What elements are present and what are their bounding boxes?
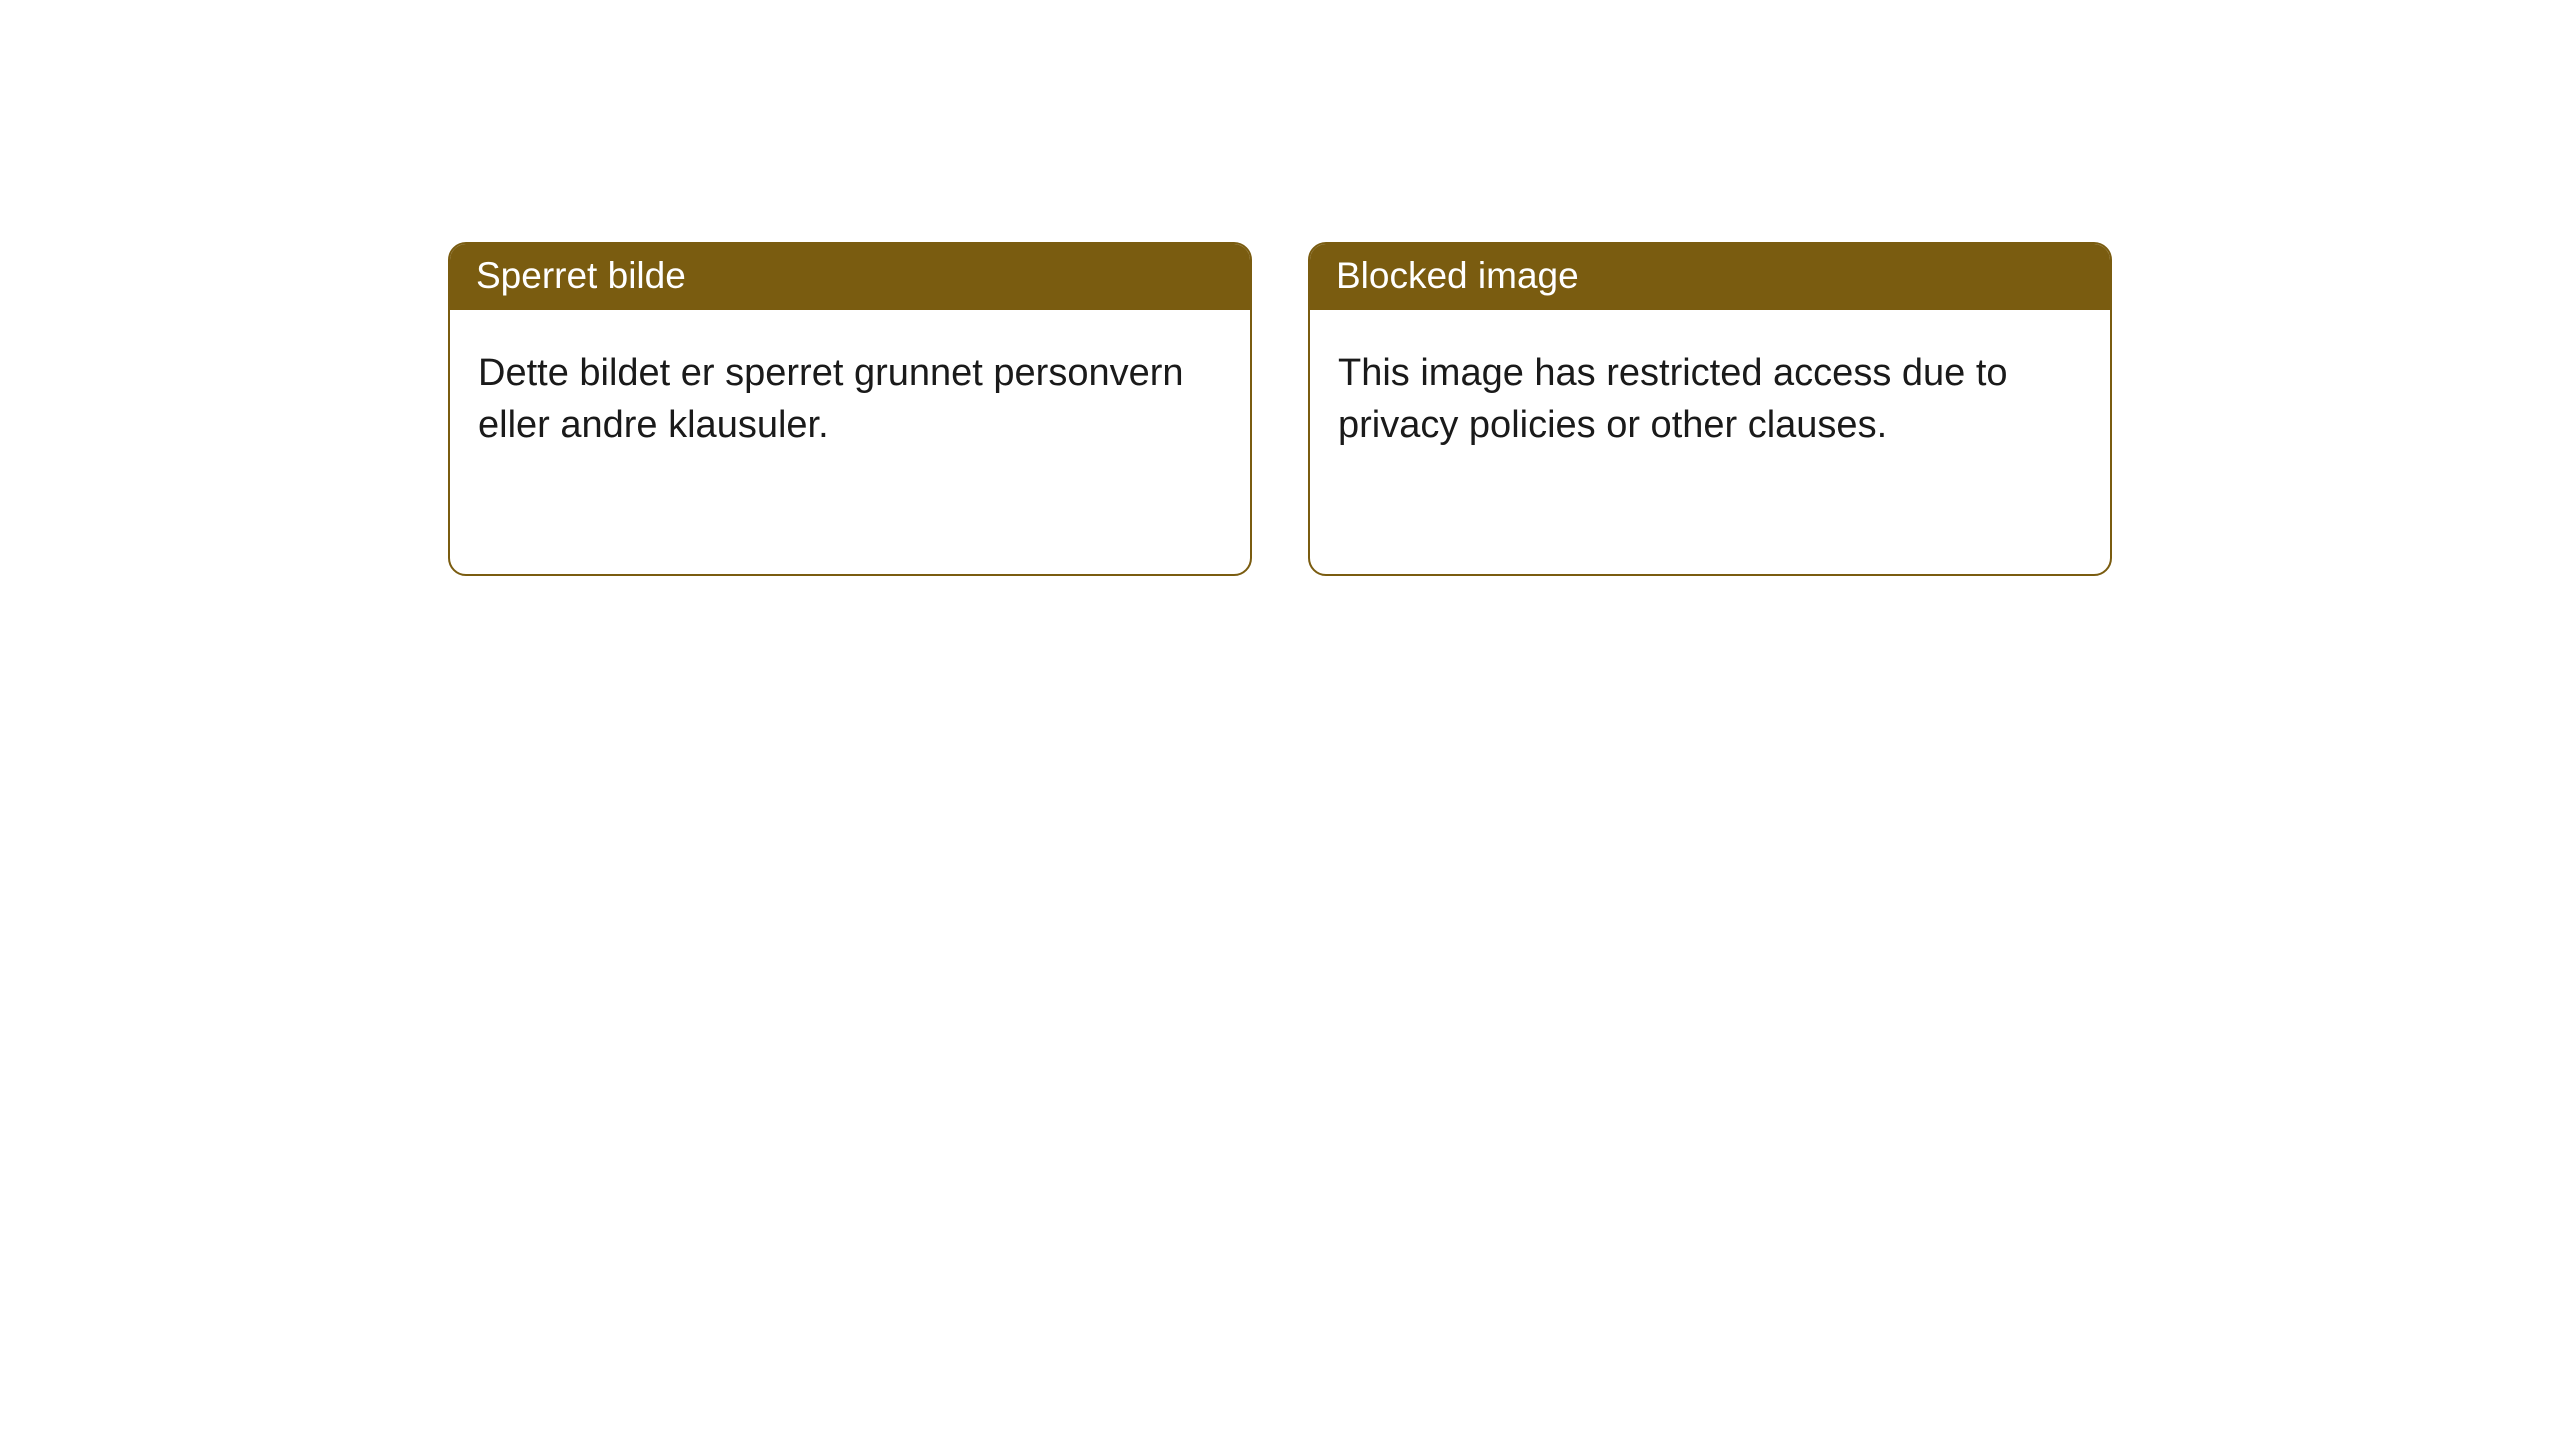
card-header: Blocked image xyxy=(1310,244,2110,310)
notice-cards-container: Sperret bilde Dette bildet er sperret gr… xyxy=(0,0,2560,576)
card-body: Dette bildet er sperret grunnet personve… xyxy=(450,310,1250,479)
notice-card-norwegian: Sperret bilde Dette bildet er sperret gr… xyxy=(448,242,1252,576)
notice-card-english: Blocked image This image has restricted … xyxy=(1308,242,2112,576)
card-header: Sperret bilde xyxy=(450,244,1250,310)
card-body: This image has restricted access due to … xyxy=(1310,310,2110,479)
